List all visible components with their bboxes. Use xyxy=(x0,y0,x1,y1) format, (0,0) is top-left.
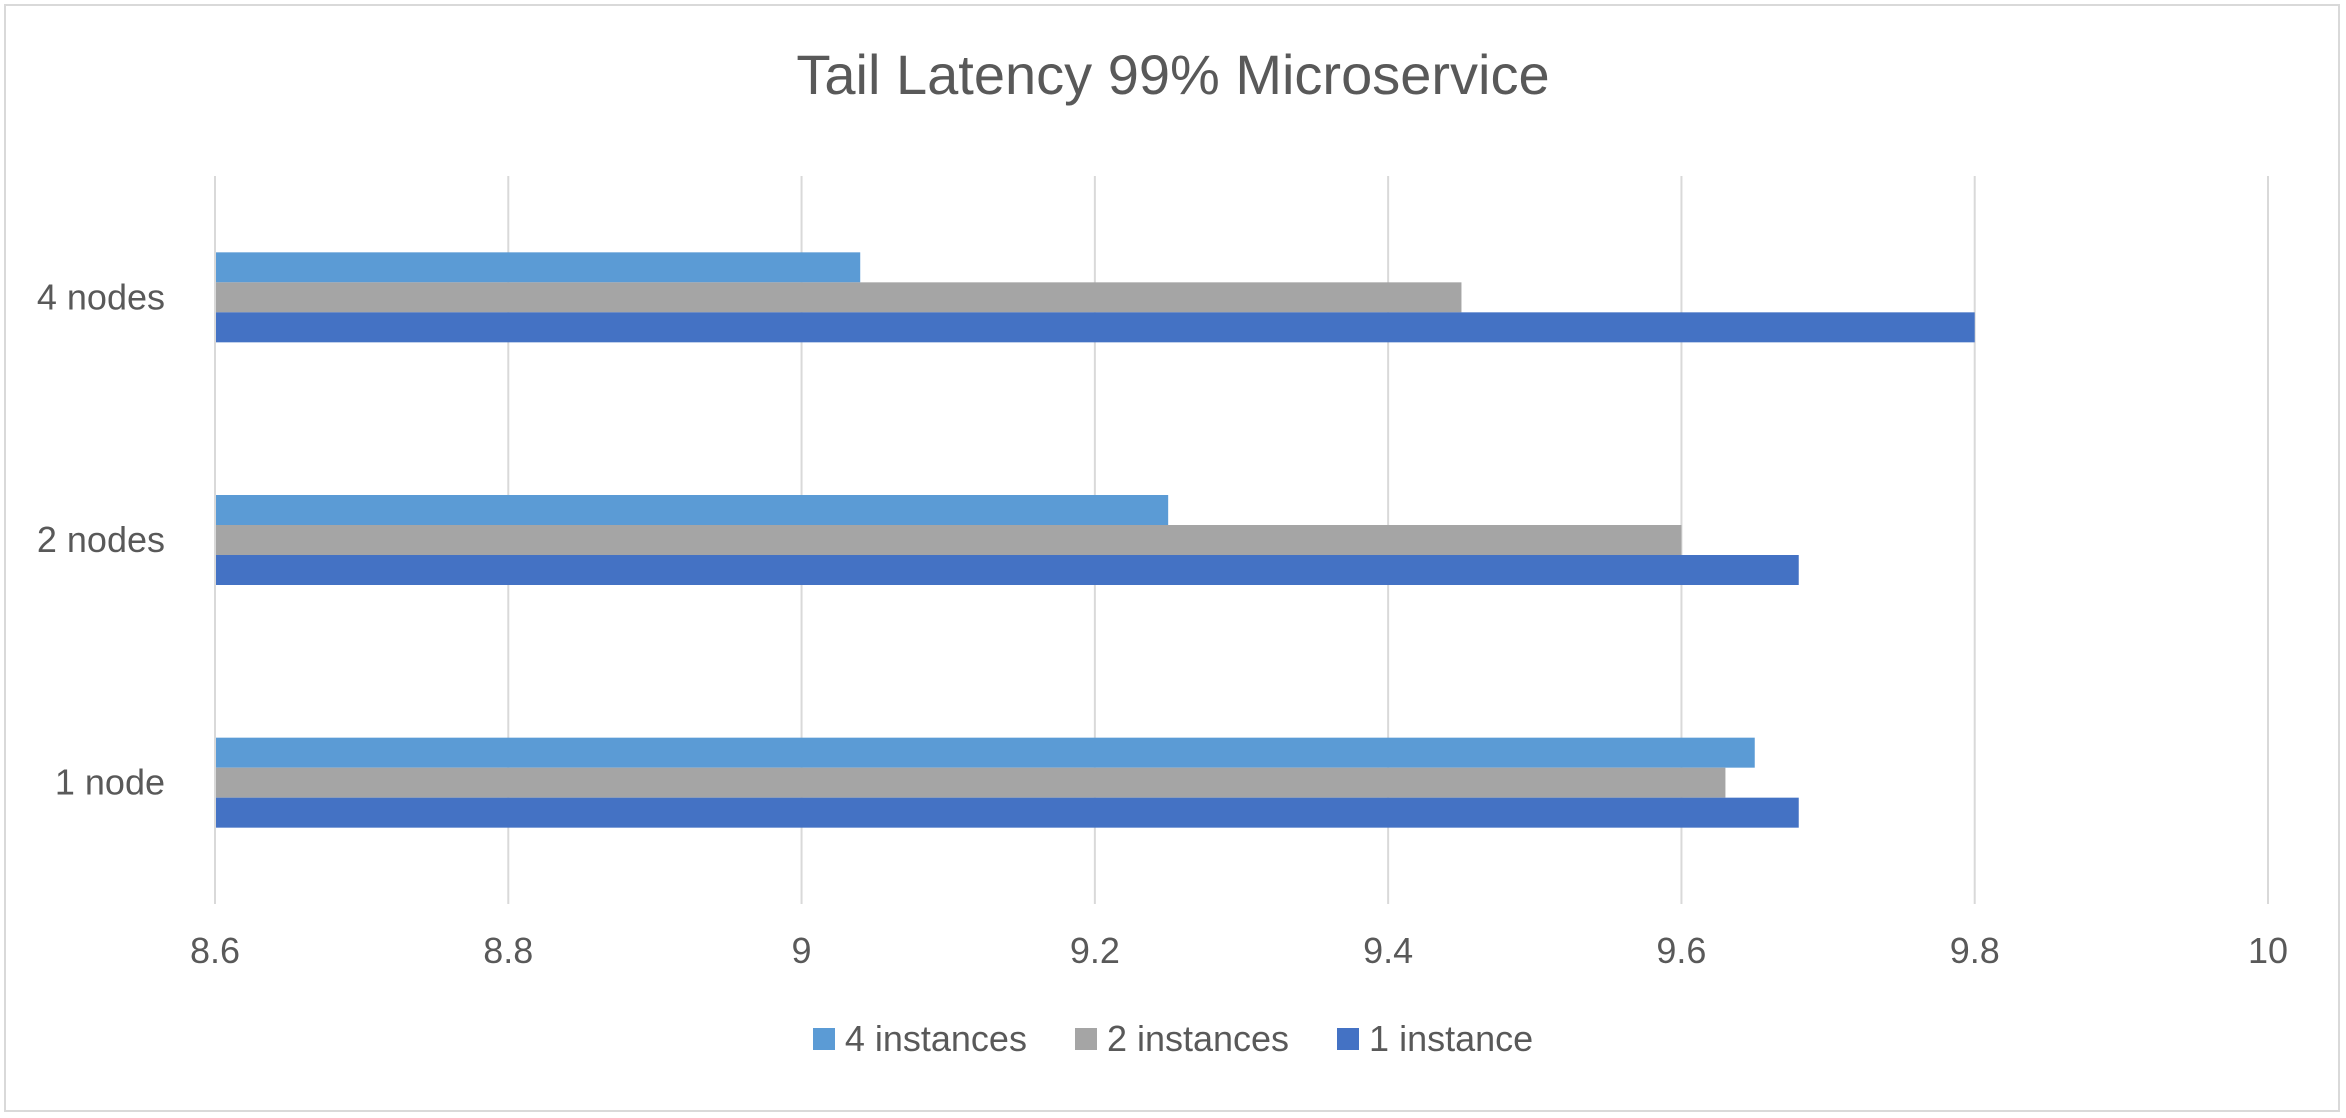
bar xyxy=(215,525,1682,555)
bar xyxy=(215,282,1462,313)
x-tick-label: 10 xyxy=(2248,930,2288,971)
legend-label: 2 instances xyxy=(1106,1018,1290,1059)
legend-swatch xyxy=(812,1028,835,1050)
legend-item: 2 instances xyxy=(1074,1018,1290,1060)
legend-item: 1 instance xyxy=(1337,1018,1533,1060)
bar xyxy=(215,312,1975,343)
bar xyxy=(215,797,1799,828)
legend-swatch xyxy=(1074,1028,1097,1050)
legend-swatch xyxy=(1337,1028,1360,1050)
legend-label: 4 instances xyxy=(844,1018,1027,1059)
legend-label: 1 instance xyxy=(1369,1018,1534,1059)
x-tick-label: 9.2 xyxy=(1070,930,1120,971)
bar xyxy=(215,252,861,283)
x-tick-label: 9.4 xyxy=(1363,930,1413,971)
x-tick-label: 9.6 xyxy=(1656,930,1706,971)
bar xyxy=(215,767,1726,798)
y-tick-label: 2 nodes xyxy=(37,519,165,560)
x-tick-label: 9.8 xyxy=(1950,930,2000,971)
y-tick-label: 1 node xyxy=(55,762,165,803)
bar xyxy=(215,495,1169,525)
chart-title: Tail Latency 99% Microservice xyxy=(796,43,1550,106)
x-tick-label: 8.8 xyxy=(483,930,533,971)
legend: 4 instances 2 instances 1 instance xyxy=(0,1018,2346,1060)
legend-item: 4 instances xyxy=(812,1018,1027,1060)
y-tick-label: 4 nodes xyxy=(37,276,165,317)
bar xyxy=(215,555,1799,585)
x-tick-label: 8.6 xyxy=(190,930,240,971)
bar xyxy=(215,737,1755,768)
x-tick-label: 9 xyxy=(792,930,812,971)
